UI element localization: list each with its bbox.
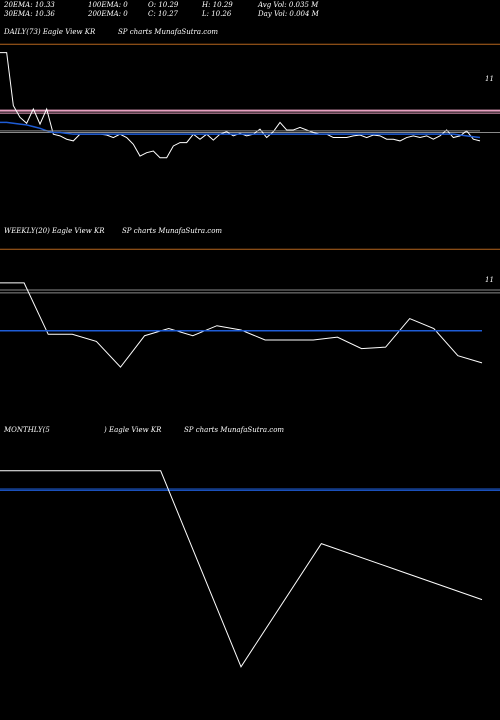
header-high: H: 10.29 (202, 1, 233, 9)
weekly-edge-label: 11 (485, 276, 494, 284)
daily-panel-subtitle: SP charts MunafaSutra.com (118, 28, 219, 36)
daily-edge-label: 11 (485, 75, 494, 83)
header-avg-vol: Avg Vol: 0.035 M (258, 1, 319, 9)
header-ema200: 200EMA: 0 (88, 10, 128, 18)
header-day-vol: Day Vol: 0.004 M (258, 10, 319, 18)
header-open: O: 10.29 (148, 1, 179, 9)
daily-series-1 (0, 121, 481, 139)
header-ema100: 100EMA: 0 (88, 1, 128, 9)
header-low: L: 10.26 (202, 10, 232, 18)
header-ema20: 20EMA: 10.33 (4, 1, 55, 9)
monthly-panel-title: MONTHLY(5 (4, 426, 50, 434)
weekly-panel-subtitle: SP charts MunafaSutra.com (122, 227, 223, 235)
weekly-chart (0, 248, 500, 368)
daily-chart (0, 43, 500, 159)
daily-panel-title: DAILY(73) Eagle View KR (4, 28, 96, 36)
weekly-panel-title: WEEKLY(20) Eagle View KR (4, 227, 105, 235)
monthly-panel-subtitle: SP charts MunafaSutra.com (184, 426, 285, 434)
monthly-series-0 (0, 470, 483, 668)
header-close: C: 10.27 (148, 10, 178, 18)
monthly-panel-title-2: ) Eagle View KR (104, 426, 162, 434)
header-ema30: 30EMA: 10.36 (4, 10, 55, 18)
